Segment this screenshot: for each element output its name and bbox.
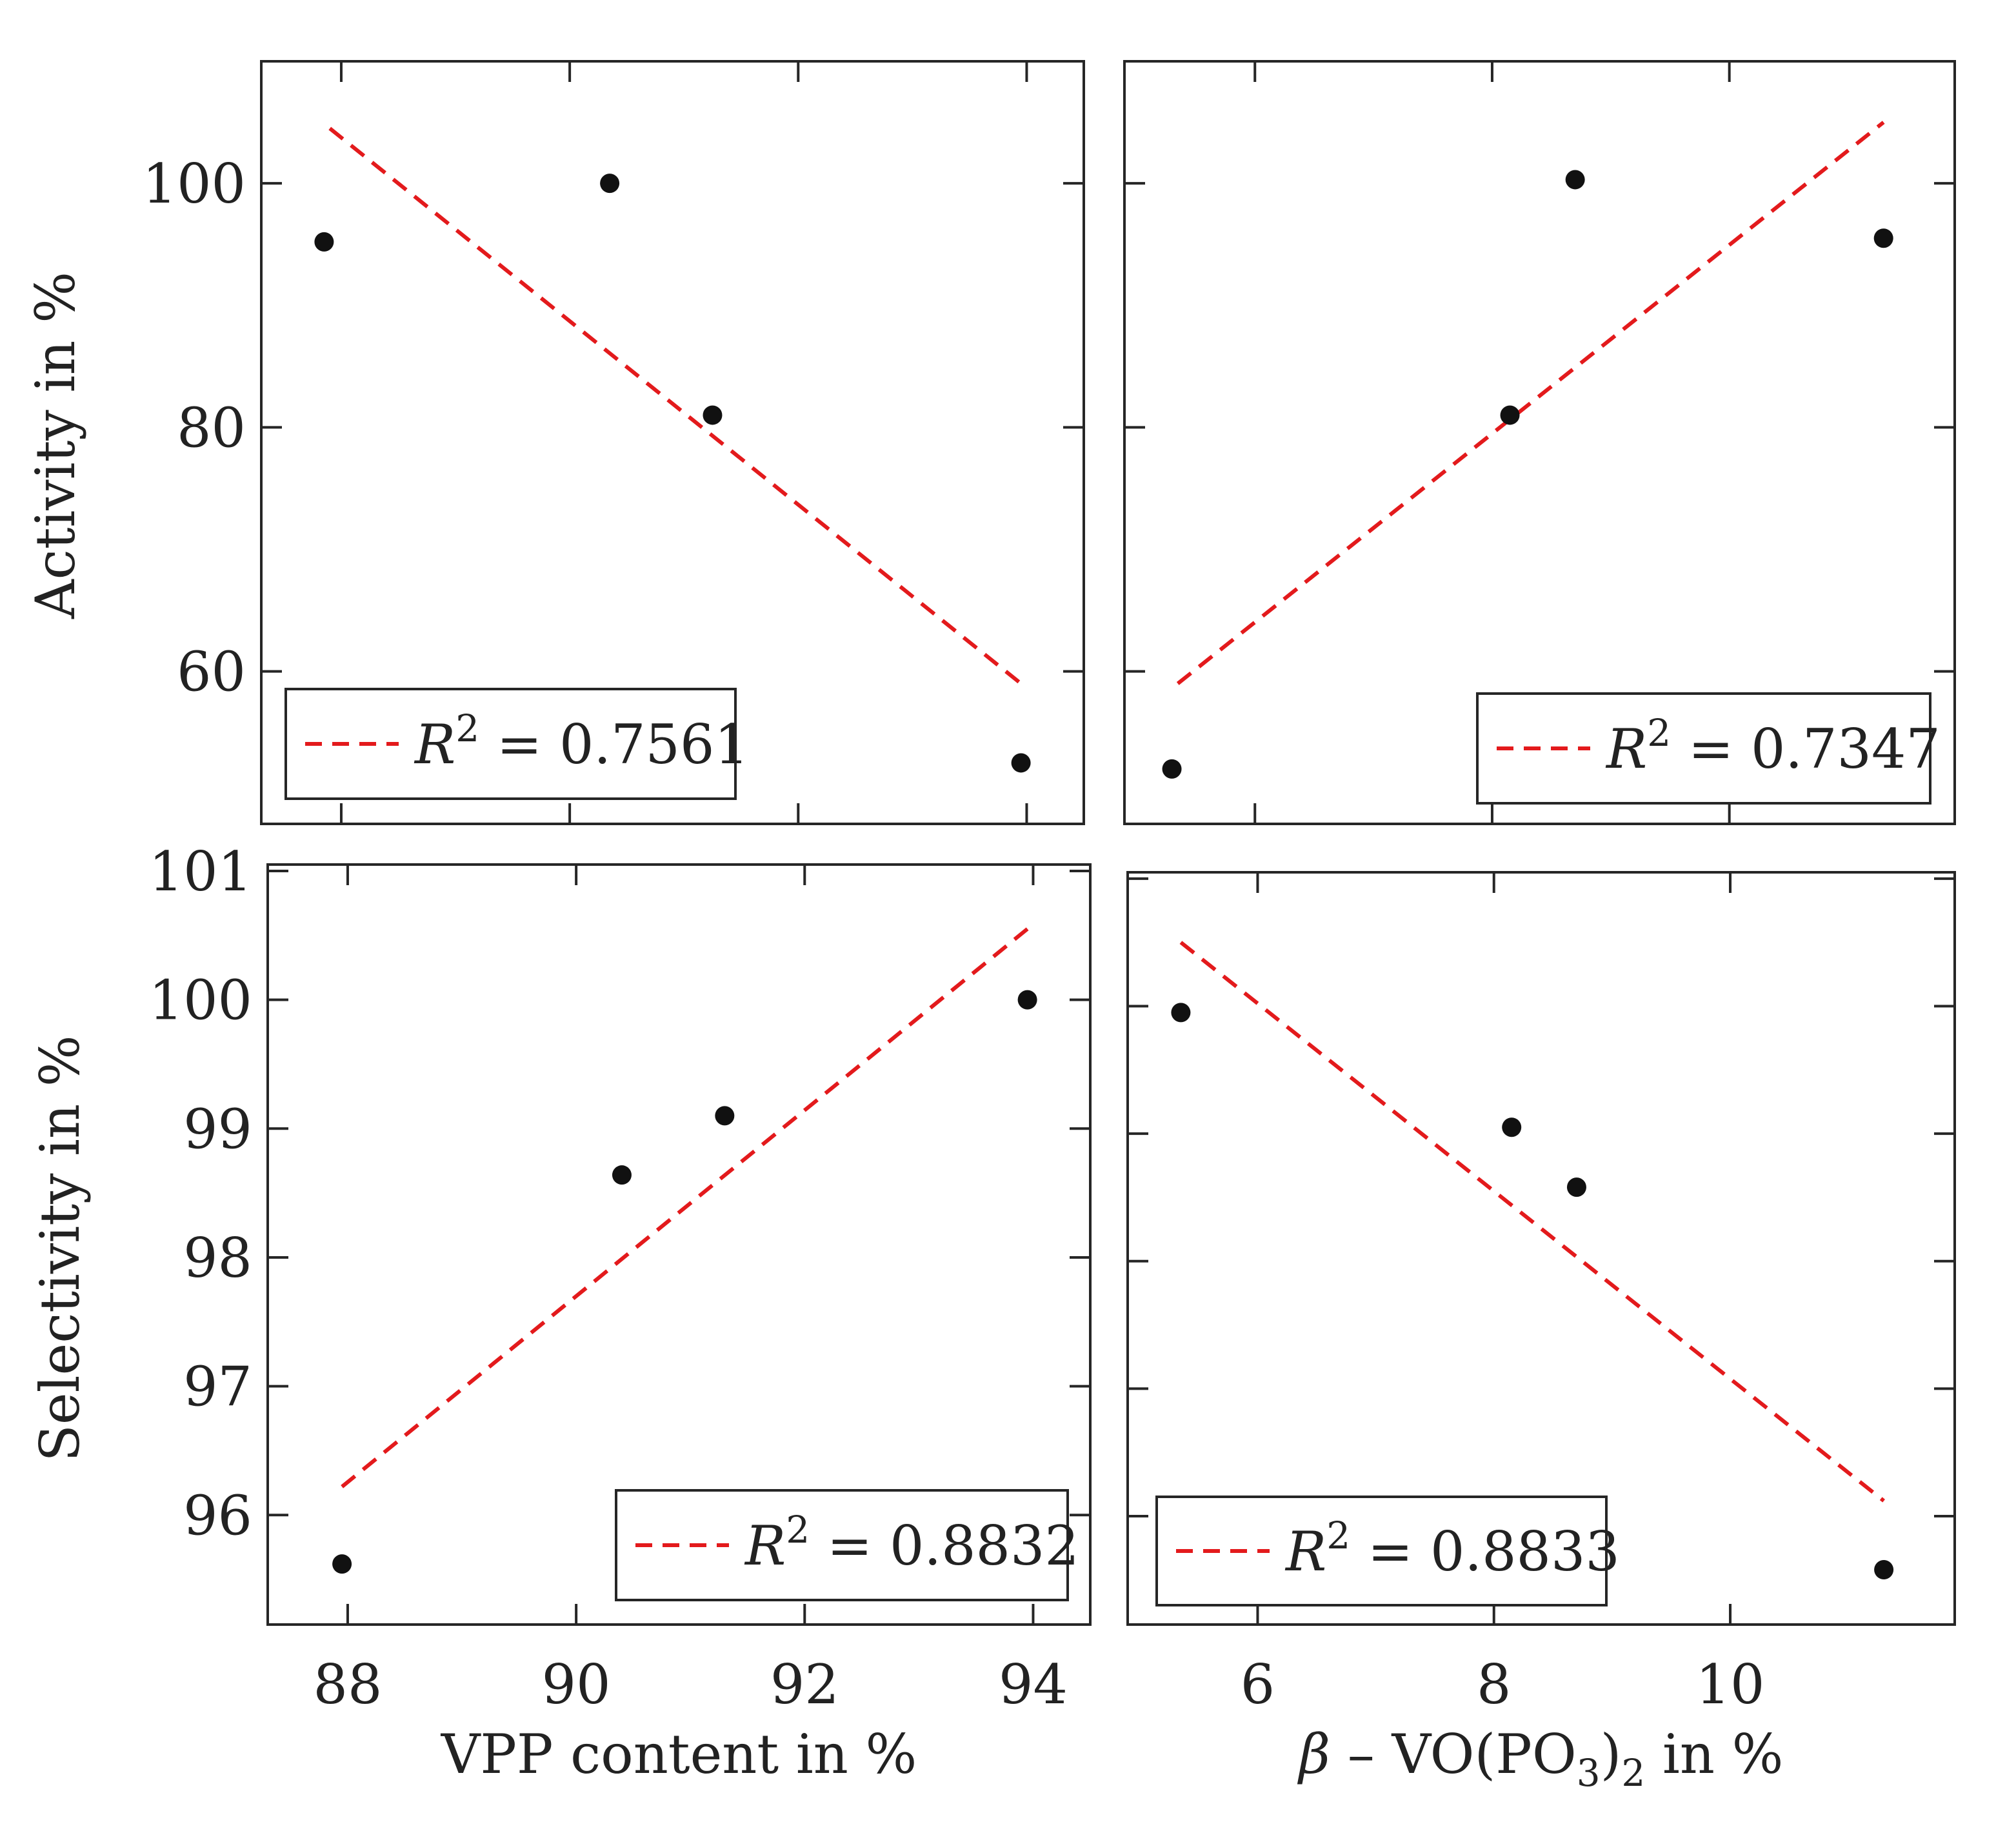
data-point bbox=[1171, 1003, 1191, 1023]
y-axis-label: Selectivity in % bbox=[28, 1035, 92, 1461]
data-point bbox=[1017, 990, 1037, 1010]
data-point bbox=[332, 1554, 352, 1574]
fit-line bbox=[1176, 121, 1885, 685]
data-point bbox=[1502, 1117, 1522, 1137]
legend-label: R2 = 0.7347 bbox=[1605, 711, 1941, 781]
x-tick-label: 88 bbox=[314, 1653, 383, 1716]
data-point bbox=[1011, 753, 1031, 773]
legend: R2 = 0.8833 bbox=[1155, 1496, 1620, 1606]
data-point bbox=[1565, 170, 1585, 190]
data-point bbox=[1566, 1177, 1586, 1197]
legend-label: R2 = 0.8833 bbox=[1284, 1514, 1620, 1583]
data-point bbox=[703, 405, 723, 425]
y-tick-label: 100 bbox=[149, 969, 252, 1032]
fit-line bbox=[328, 126, 1023, 685]
plot-frame bbox=[266, 863, 1092, 1626]
y-tick-label: 100 bbox=[143, 152, 246, 215]
x-tick-label: 92 bbox=[770, 1653, 839, 1716]
panel-top-right: R2 = 0.7347 bbox=[1123, 60, 1956, 825]
data-point bbox=[1874, 1560, 1894, 1580]
panel-bottom-right: 6 8 10 R2 = 0.8833 β – VO(PO3)2 in % bbox=[1126, 871, 1956, 1795]
x-tick-label: 90 bbox=[542, 1653, 611, 1716]
fit-line bbox=[341, 927, 1029, 1488]
x-tick-label: 94 bbox=[999, 1653, 1068, 1716]
data-point bbox=[600, 174, 620, 194]
y-tick-label: 98 bbox=[183, 1226, 252, 1290]
legend: R2 = 0.8832 bbox=[615, 1489, 1079, 1601]
x-tick-label: 10 bbox=[1696, 1653, 1765, 1716]
y-tick-label: 80 bbox=[177, 396, 246, 459]
y-tick-label: 96 bbox=[183, 1484, 252, 1547]
panel-bottom-left: 88 90 92 94 96 97 98 99 100 101 R2 = 0.8832 Selecti… bbox=[28, 840, 1092, 1786]
y-tick-label: 101 bbox=[149, 840, 252, 903]
y-tick-label: 99 bbox=[183, 1097, 252, 1161]
y-tick-label: 97 bbox=[183, 1356, 252, 1419]
x-axis-label: VPP content in % bbox=[441, 1723, 917, 1786]
y-axis-label: Activity in % bbox=[24, 272, 87, 619]
data-point bbox=[715, 1106, 735, 1126]
x-axis-label: β – VO(PO3)2 in % bbox=[1297, 1723, 1784, 1795]
plot-frame bbox=[1123, 60, 1956, 825]
panel-top-left: 60 80 100 R2 = 0.7561 Activity in % bbox=[24, 60, 1085, 825]
plot-frame bbox=[1126, 871, 1956, 1626]
data-point bbox=[1873, 228, 1893, 248]
fit-line bbox=[1179, 941, 1885, 1503]
data-point bbox=[612, 1165, 632, 1185]
data-point bbox=[314, 232, 334, 252]
x-tick-label: 8 bbox=[1477, 1653, 1511, 1716]
legend: R2 = 0.7347 bbox=[1476, 692, 1941, 805]
legend: R2 = 0.7561 bbox=[284, 688, 749, 800]
legend-label: R2 = 0.7561 bbox=[414, 706, 749, 776]
plot-frame bbox=[260, 60, 1085, 825]
legend-label: R2 = 0.8832 bbox=[744, 1508, 1079, 1577]
data-point bbox=[1500, 405, 1520, 425]
x-tick-label: 6 bbox=[1241, 1653, 1275, 1716]
data-point bbox=[1162, 759, 1182, 779]
y-tick-label: 60 bbox=[177, 641, 246, 704]
